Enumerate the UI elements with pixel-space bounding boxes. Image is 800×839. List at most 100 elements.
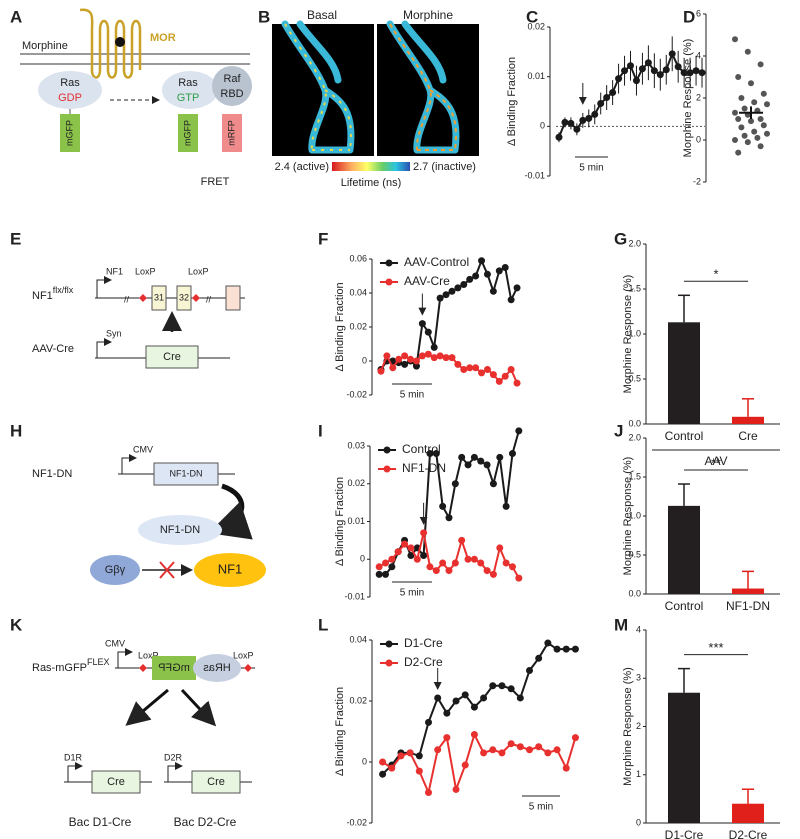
chart: -0.01 0 0.01 0.02 0.03 Δ Binding Fraction 5 mi… [334,427,523,601]
y-tick-label: -2 [693,176,701,186]
point [516,743,524,751]
point [738,124,745,131]
point [507,740,515,748]
point [413,555,421,563]
scale-bar-label: 5 min [579,163,603,174]
point [650,67,658,75]
point [420,529,428,537]
line-label: Bac D1-Cre [69,815,132,829]
point [764,101,770,108]
x-tick-label: NF1-DN [726,599,770,613]
y-tick-label: 0.02 [349,321,367,331]
point [407,355,415,363]
point [627,62,634,70]
panel-label: A [10,7,22,26]
y-axis-label: Δ Binding Fraction [334,477,346,566]
point [526,667,533,674]
point [502,502,510,510]
raf [212,66,252,106]
legend-label: Control [402,442,441,456]
legend-label: AAV-Control [404,255,469,269]
point [638,65,646,73]
y-tick-label: 1.5 [628,471,641,481]
point [507,685,515,693]
point [571,734,579,742]
gbg [90,555,140,585]
cre-box [191,770,241,794]
ligand-label: Morphine [22,40,68,52]
panel-label: D [683,7,695,26]
image-title: Basal [307,8,337,22]
product [138,515,222,545]
point [461,691,469,699]
point [383,352,391,360]
construct: Ras-mGFP [32,662,87,674]
point [535,654,543,662]
x-tick-label: D2-Cre [729,828,768,839]
ras-label: Ras [60,77,80,89]
point [483,567,491,575]
point [754,134,761,141]
point [470,731,478,739]
legend-marker [385,659,393,667]
point [735,74,742,80]
point [388,555,396,563]
target [194,553,266,587]
point [483,461,491,469]
arrow [208,483,253,540]
scale-bar-label: 5 min [529,802,553,813]
mgfp [178,114,198,152]
loxp-label: LoxP [233,650,254,660]
point [448,354,456,362]
point [424,328,432,336]
point [375,570,383,578]
point [460,281,468,288]
point [495,377,503,385]
mrfp-label: mRFP [226,120,236,146]
construct-box [153,462,219,486]
point [544,749,552,757]
point [407,551,415,559]
point [609,89,617,97]
point [489,287,497,295]
point [508,563,516,571]
point [751,99,758,106]
point [632,77,640,85]
point [692,67,700,75]
ligand [115,37,125,47]
point [478,369,486,377]
point [460,366,468,373]
x-tick-label: D1-Cre [665,828,704,839]
point [464,461,472,469]
point [489,682,497,690]
point [377,367,385,375]
x-tick-label: Cre [738,429,758,443]
ras-label: Ras [178,77,198,89]
loxp-label: LoxP [188,266,209,276]
point [597,99,605,107]
point [668,50,676,58]
box-label: NF1-DN [170,468,203,478]
point [513,284,521,292]
legend-marker [385,640,393,648]
significance-label: ** [711,455,721,470]
point [379,770,387,778]
point [401,360,409,368]
loxp-site [192,294,200,302]
y-tick-label: 0 [696,134,701,144]
panel-label: H [10,421,22,440]
point [489,746,497,754]
point [466,275,474,283]
promoter-arrow [96,276,112,298]
point [489,371,497,379]
point [430,354,438,362]
point [515,427,523,435]
significance-label: * [713,267,718,282]
exon-label: 31 [154,292,164,302]
fret-label: FRET [201,176,230,188]
line-label: Bac D2-Cre [174,815,237,829]
point [553,645,561,653]
point [562,645,570,653]
point [426,563,434,571]
